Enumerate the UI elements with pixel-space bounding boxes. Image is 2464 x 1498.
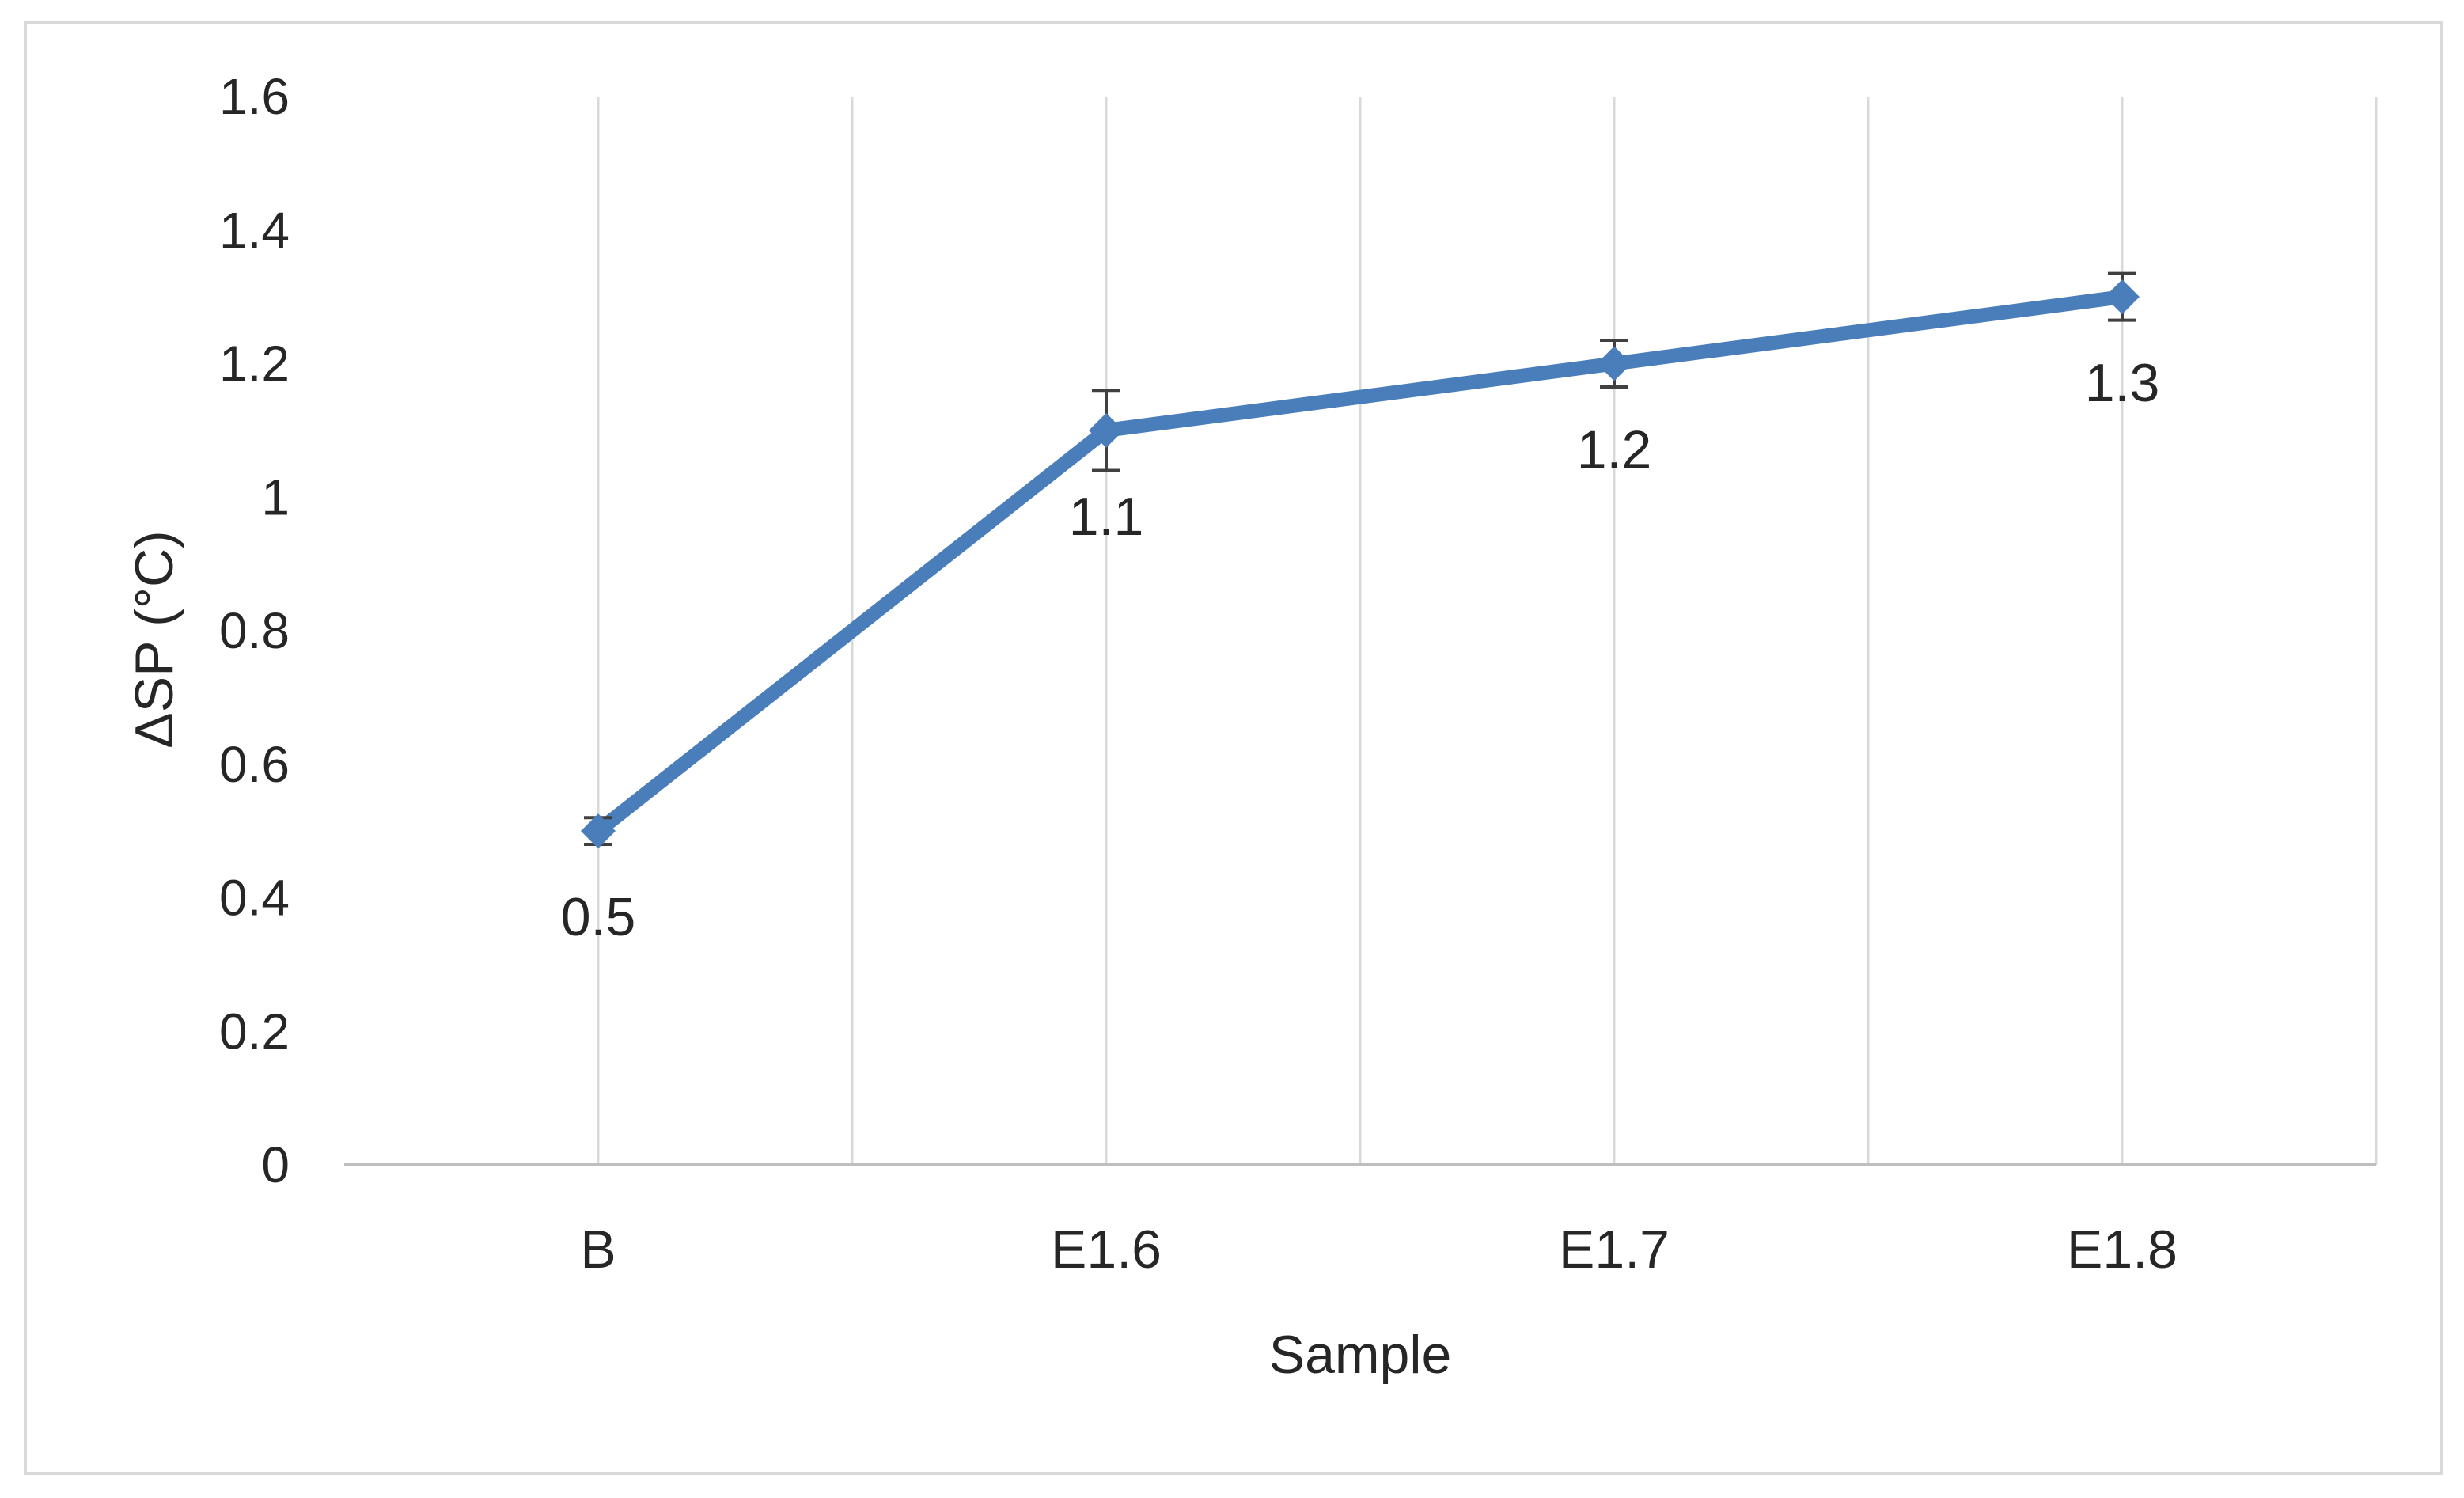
y-axis-title: ΔSP (°C) — [124, 530, 184, 748]
x-axis-title: Sample — [1269, 1325, 1452, 1385]
x-tick-label: E1.8 — [2067, 1219, 2178, 1280]
data-label: 1.2 — [1577, 420, 1652, 480]
y-tick-label: 0 — [261, 1136, 290, 1193]
x-tick-label: E1.6 — [1051, 1219, 1162, 1280]
y-tick-label: 0.4 — [219, 870, 290, 927]
y-tick-label: 0.6 — [219, 736, 290, 793]
data-label: 0.5 — [561, 887, 636, 947]
y-tick-label: 1.4 — [219, 202, 290, 259]
data-point — [1089, 412, 1124, 448]
series-group — [581, 271, 2140, 849]
data-point — [2105, 279, 2140, 315]
chart-border — [24, 21, 2443, 1475]
y-tick-label: 1.2 — [219, 336, 290, 393]
y-tick-labels: 0 0.2 0.4 0.6 0.8 1 1.2 1.4 1.6 — [219, 68, 290, 1193]
data-label: 1.1 — [1069, 487, 1144, 547]
x-tick-labels: B E1.6 E1.7 E1.8 — [580, 1219, 2178, 1280]
grid-lines — [597, 97, 2378, 1165]
y-tick-label: 0.2 — [219, 1003, 290, 1060]
data-point — [581, 813, 616, 849]
x-tick-label: E1.7 — [1559, 1219, 1670, 1280]
series-line — [591, 290, 2129, 839]
data-point — [1597, 346, 1632, 381]
data-label: 1.3 — [2085, 353, 2160, 413]
x-tick-label: B — [580, 1219, 616, 1280]
y-tick-label: 1 — [261, 468, 290, 525]
data-labels: 0.5 1.1 1.2 1.3 — [561, 353, 2160, 947]
y-tick-label: 0.8 — [219, 602, 290, 659]
y-tick-label: 1.6 — [219, 68, 290, 125]
